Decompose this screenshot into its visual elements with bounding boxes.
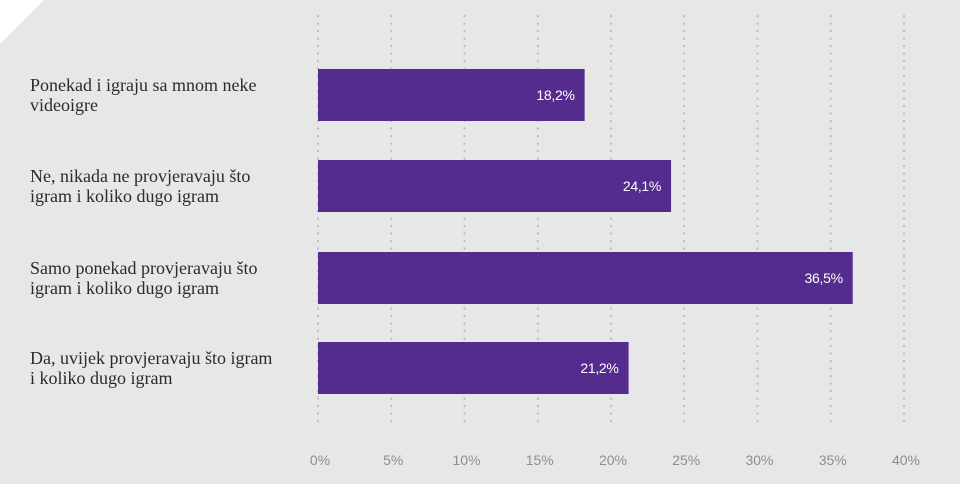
x-tick-label-4: 20% bbox=[599, 452, 627, 468]
x-tick-label-3: 15% bbox=[526, 452, 554, 468]
category-label-line: i koliko dugo igram bbox=[30, 368, 173, 388]
category-labels: Ponekad i igraju sa mnom neke videoigre Ne… bbox=[30, 75, 272, 388]
x-tick-label-5: 25% bbox=[672, 452, 700, 468]
category-label-line: Ne, nikada ne provjeravaju što bbox=[30, 166, 250, 186]
value-label-1: 24,1% bbox=[623, 178, 661, 194]
category-label-0: Ponekad i igraju sa mnom neke videoigre bbox=[30, 75, 256, 115]
x-tick-label-2: 10% bbox=[452, 452, 480, 468]
category-label-line: Ponekad i igraju sa mnom neke bbox=[30, 75, 256, 95]
value-label-3: 21,2% bbox=[580, 360, 618, 376]
category-label-2: Samo ponekad provjeravaju što igram i kol… bbox=[30, 258, 257, 298]
bars-group bbox=[318, 69, 853, 394]
bar-0 bbox=[318, 69, 585, 121]
category-label-line: igram i koliko dugo igram bbox=[30, 278, 219, 298]
category-label-line: videoigre bbox=[30, 95, 98, 115]
x-tick-label-1: 5% bbox=[383, 452, 403, 468]
value-label-0: 18,2% bbox=[536, 87, 574, 103]
bar-2 bbox=[318, 252, 853, 304]
x-tick-label-7: 35% bbox=[819, 452, 847, 468]
category-label-3: Da, uvijek provjeravaju što igram i kolik… bbox=[30, 348, 272, 388]
x-tick-label-6: 30% bbox=[745, 452, 773, 468]
value-labels: 18,2% 24,1% 36,5% 21,2% bbox=[536, 87, 843, 376]
x-tick-label-0: 0% bbox=[310, 452, 330, 468]
folded-corner-mark bbox=[0, 0, 44, 44]
x-axis-ticks: 0% 5% 10% 15% 20% 25% 30% 35% 40% bbox=[310, 452, 920, 468]
category-label-1: Ne, nikada ne provjeravaju što igram i ko… bbox=[30, 166, 250, 206]
category-label-line: Samo ponekad provjeravaju što bbox=[30, 258, 257, 278]
category-label-line: Da, uvijek provjeravaju što igram bbox=[30, 348, 272, 368]
x-tick-label-8: 40% bbox=[892, 452, 920, 468]
category-label-line: igram i koliko dugo igram bbox=[30, 186, 219, 206]
bar-3 bbox=[318, 342, 629, 394]
value-label-2: 36,5% bbox=[805, 270, 843, 286]
bar-1 bbox=[318, 160, 672, 212]
